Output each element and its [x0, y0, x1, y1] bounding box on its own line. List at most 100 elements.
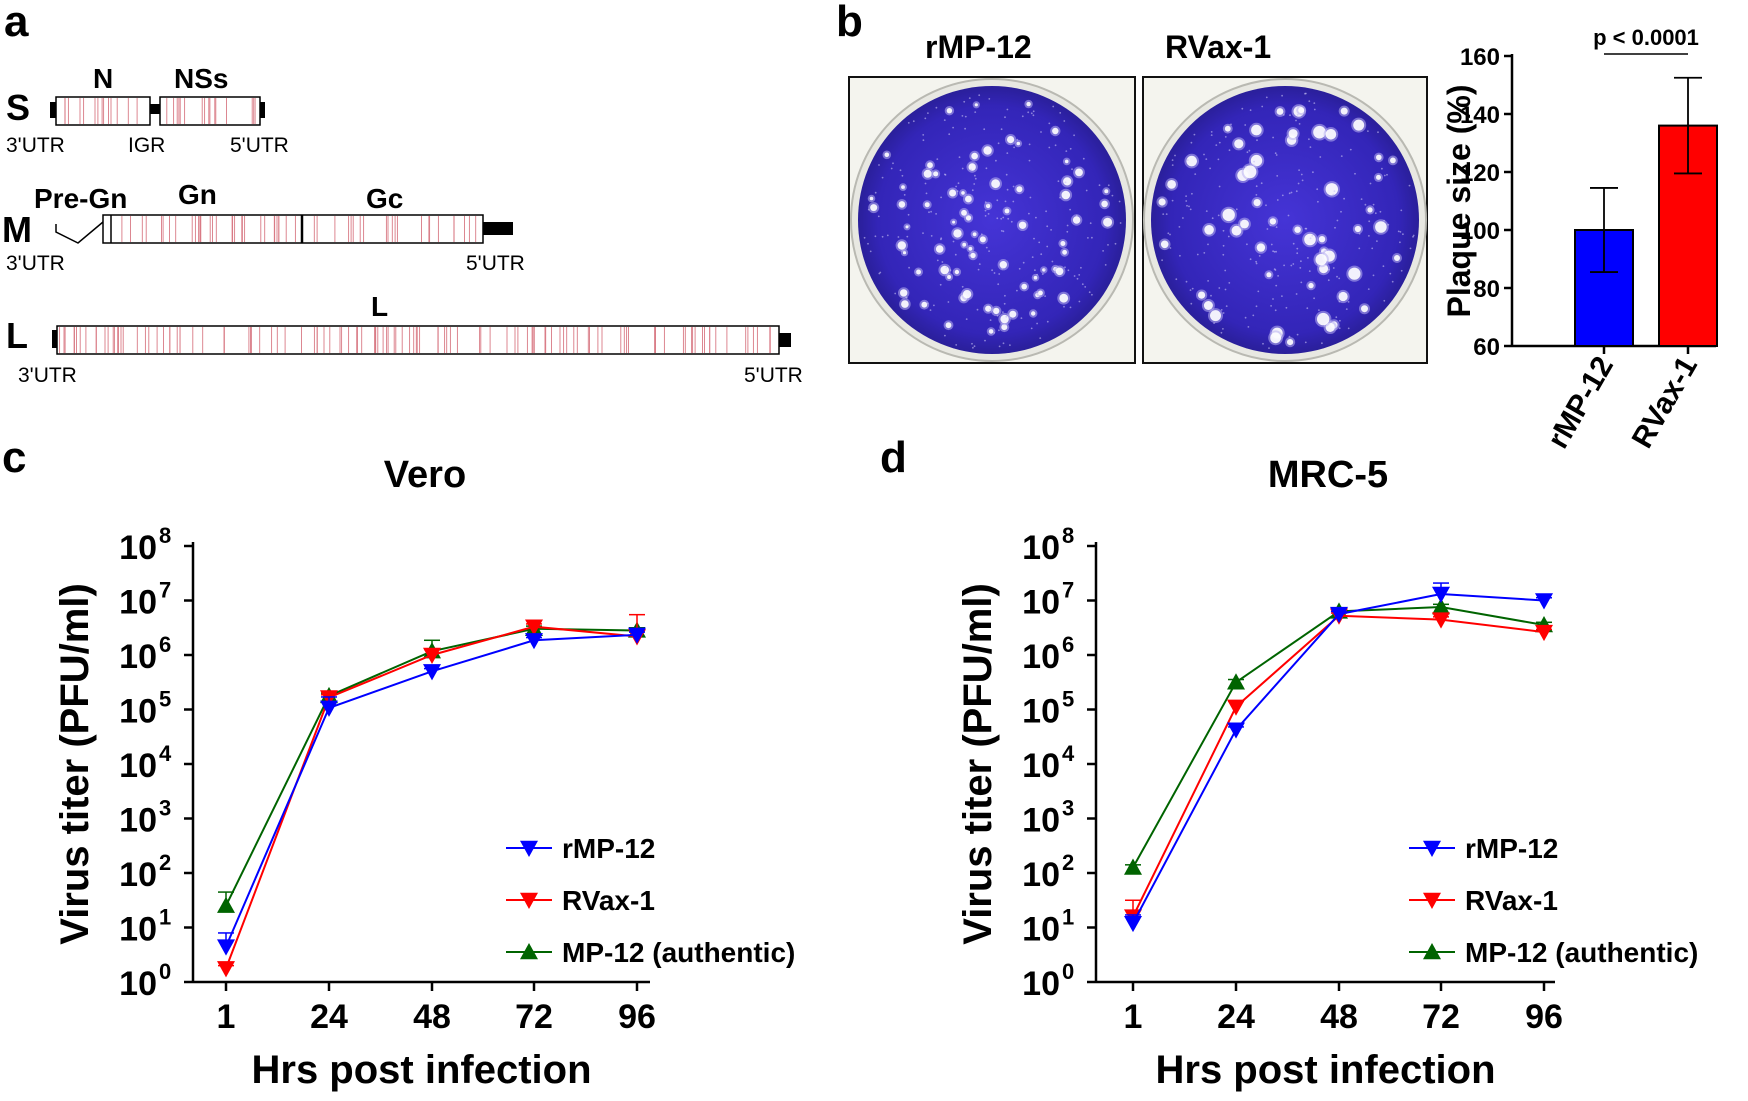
- plaque-speckle: [1073, 275, 1076, 277]
- plaque-speckle: [1320, 248, 1323, 251]
- plaque-speckle: [1005, 173, 1008, 176]
- plaque-spot: [1376, 154, 1382, 161]
- plaque-speckle: [1222, 312, 1225, 314]
- plaque-speckle: [1338, 277, 1341, 280]
- data-point-RVax-1: [423, 647, 441, 664]
- plaque-speckle: [993, 272, 996, 274]
- m-3utr-label: 3'UTR: [6, 252, 65, 275]
- plaque-speckle: [1073, 134, 1075, 137]
- x-tick-label: 24: [310, 998, 348, 1036]
- plaque-spot: [1000, 314, 1009, 324]
- plaque-spot: [988, 329, 994, 334]
- plaque-spot: [1104, 189, 1109, 194]
- data-point-MP-12 (authentic): [217, 896, 235, 913]
- plaque-speckle: [1031, 256, 1034, 258]
- plaque-spot: [1288, 129, 1298, 139]
- series-line-RVax-1: [1132, 614, 1545, 918]
- data-point-rMP-12: [320, 700, 338, 717]
- plaque-speckle: [944, 173, 946, 176]
- plaque-speckle: [1067, 269, 1070, 272]
- plaque-speckle: [1383, 174, 1386, 177]
- plaque-spot: [902, 251, 907, 255]
- plaque-speckle: [1288, 335, 1291, 338]
- plaque-speckle: [1367, 130, 1369, 133]
- plaque-speckle: [985, 246, 988, 249]
- plaque-speckle: [1358, 232, 1361, 235]
- plaque-speckle: [1257, 290, 1260, 293]
- plaque-spot: [1075, 168, 1083, 177]
- plaque-speckle: [1334, 226, 1336, 229]
- plaque-speckle: [998, 345, 1001, 348]
- plaque-spot: [1231, 225, 1242, 236]
- plaque-spot: [961, 191, 965, 195]
- plaque-speckle: [881, 235, 884, 238]
- plaque-speckle: [1272, 250, 1274, 253]
- plaque-speckle: [1347, 327, 1350, 330]
- y-tick-exponent: 2: [1062, 850, 1074, 875]
- data-point-rMP-12: [525, 633, 543, 650]
- y-tick-label: 10: [119, 529, 157, 567]
- plaque-speckle: [905, 296, 908, 299]
- plaque-speckle: [1217, 214, 1220, 217]
- segment-s-label: S: [6, 87, 30, 128]
- plaque-speckle: [961, 167, 964, 170]
- s-3utr-label: 3'UTR: [6, 134, 65, 157]
- plaque-speckle: [984, 339, 986, 342]
- plaque-speckle: [1367, 288, 1370, 290]
- y-tick-label: 100: [1460, 218, 1500, 245]
- x-axis-title: Hrs post infection: [251, 1048, 591, 1092]
- plaque-speckle: [1078, 300, 1081, 303]
- x-tick-label: 48: [413, 998, 451, 1036]
- data-point-rMP-12: [1124, 915, 1142, 933]
- plaque-speckle: [1222, 253, 1225, 256]
- plaque-speckle: [1065, 150, 1068, 153]
- y-tick-label: 10: [119, 693, 157, 731]
- plaque-speckle: [1255, 194, 1258, 196]
- plaque-speckle: [926, 302, 929, 305]
- plaque-speckle: [974, 111, 977, 113]
- plaque-speckle: [1338, 300, 1341, 303]
- plaque-spot: [1251, 124, 1262, 136]
- plaque-speckle: [1207, 243, 1209, 246]
- plaque-speckle: [1033, 237, 1035, 240]
- gene-n-box: [55, 96, 151, 126]
- plaque-speckle: [1397, 230, 1400, 233]
- legend-marker: [520, 892, 538, 909]
- plaque-speckle: [948, 133, 951, 136]
- plaque-speckle: [1399, 241, 1401, 244]
- plaque-speckle: [961, 285, 964, 288]
- plaque-speckle: [1318, 309, 1320, 311]
- plaque-spot: [962, 242, 967, 247]
- plaque-speckle: [955, 185, 957, 188]
- plaque-speckle: [1003, 302, 1006, 305]
- plaque-speckle: [1069, 306, 1072, 309]
- plaque-speckle: [1281, 94, 1283, 97]
- plaque-speckle: [998, 273, 1001, 275]
- gene-pregn-label: Pre-Gn: [34, 183, 127, 214]
- plaque-speckle: [1402, 233, 1404, 236]
- plaque-spot: [916, 269, 921, 275]
- y-tick-label: 10: [119, 747, 157, 785]
- data-point-RVax-1: [525, 619, 543, 636]
- plaque-spot: [1298, 107, 1305, 114]
- plaque-speckle: [1374, 212, 1377, 215]
- plaque-speckle: [1048, 146, 1051, 149]
- plaque-speckle: [1174, 154, 1176, 157]
- plaque-spot: [1052, 127, 1059, 135]
- plaque-speckle: [925, 192, 928, 195]
- plaque-speckle: [984, 201, 987, 204]
- y-tick-label: 10: [1022, 911, 1060, 949]
- plaque-spot: [1160, 240, 1169, 249]
- plaque-spot: [1007, 136, 1015, 144]
- plaque-speckle: [878, 272, 881, 275]
- plaque-speckle: [1046, 225, 1049, 228]
- plaque-speckle: [1218, 287, 1221, 289]
- plaque-speckle: [1296, 247, 1299, 250]
- plaque-speckle: [1360, 198, 1363, 201]
- gene-n-mutations: [64, 98, 138, 124]
- plaque-speckle: [1389, 272, 1392, 275]
- plaque-speckle: [936, 158, 939, 161]
- plaque-speckle: [1358, 247, 1361, 250]
- plaque-speckle: [1036, 273, 1038, 276]
- plaque-speckle: [1190, 141, 1193, 144]
